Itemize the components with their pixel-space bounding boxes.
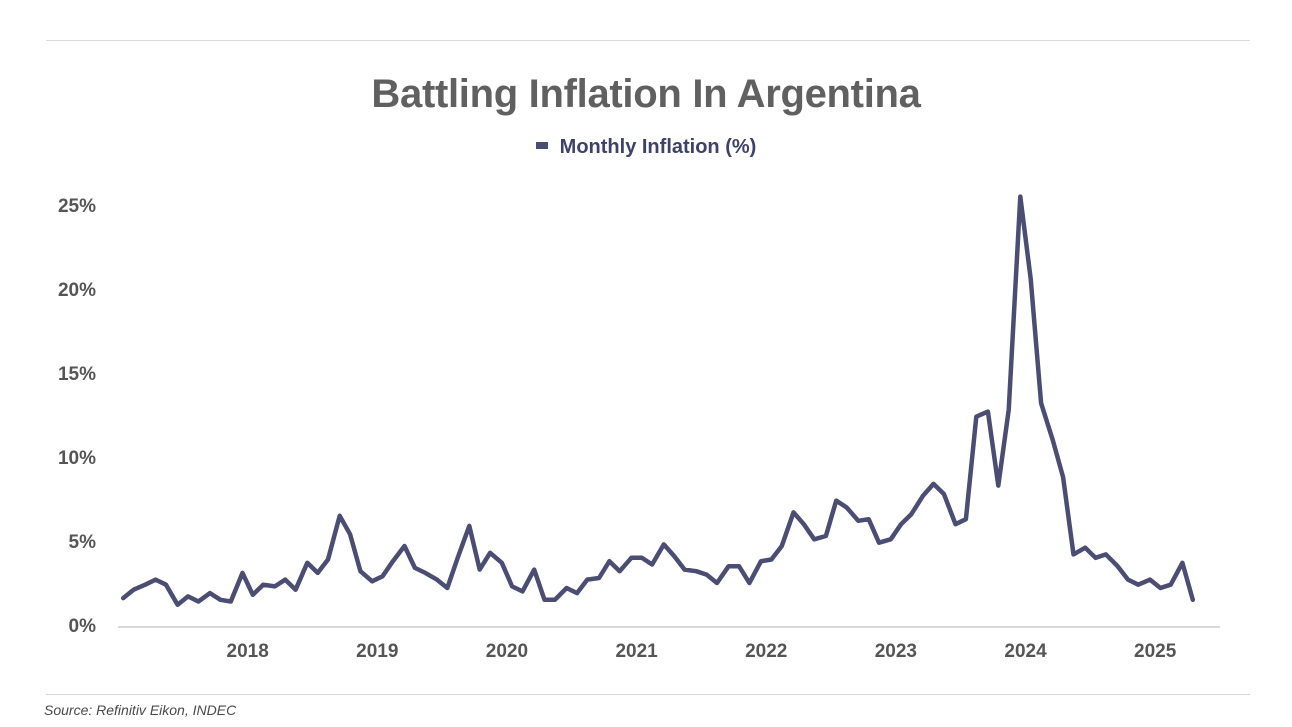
y-tick-label: 25% [58,196,96,217]
y-tick-label: 0% [69,616,97,637]
x-tick-label: 2023 [875,641,917,662]
legend-swatch [535,142,548,150]
legend-label: Monthly Inflation (%) [559,136,757,158]
bottom-divider [46,694,1250,695]
y-tick-label: 20% [58,280,96,301]
x-tick-label: 2020 [486,641,528,662]
top-divider [46,40,1250,41]
x-tick-label: 2019 [356,641,398,662]
series-line-monthly-inflation [120,194,1196,608]
x-tick-label: 2024 [1004,641,1047,662]
x-tick-label: 2018 [227,641,269,662]
chart-legend: Monthly Inflation (%) [0,136,1292,159]
y-tick-label: 5% [69,532,97,553]
x-tick-label: 2021 [615,641,658,662]
y-tick-label: 10% [58,448,96,469]
y-axis-labels: 0% 5% 10% 15% 20% 25% [58,196,96,637]
chart-title: Battling Inflation In Argentina [371,72,921,116]
x-axis-labels: 2018 2019 2020 2021 2022 2023 2024 2025 [227,641,1177,662]
y-tick-label: 15% [58,364,96,385]
source-note: Source: Refinitiv Eikon, INDEC [44,702,237,718]
x-tick-label: 2025 [1134,641,1177,662]
x-tick-label: 2022 [745,641,787,662]
series-layer [120,194,1196,608]
